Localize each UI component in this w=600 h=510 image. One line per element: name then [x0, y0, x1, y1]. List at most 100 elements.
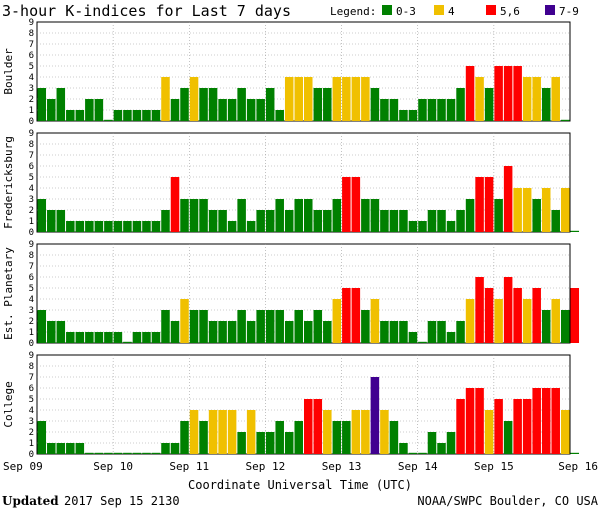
bar — [56, 443, 66, 454]
bar — [85, 221, 94, 232]
y-tick-label: 5 — [29, 62, 34, 72]
bar — [389, 210, 399, 232]
y-tick-label: 9 — [29, 240, 34, 250]
bar — [123, 452, 132, 454]
y-tick-label: 9 — [29, 129, 34, 139]
bar — [494, 66, 503, 121]
bar — [532, 288, 541, 343]
bar — [484, 288, 494, 343]
bar — [456, 88, 465, 121]
bar — [246, 321, 256, 343]
bar — [532, 388, 541, 454]
panel-label: College — [2, 381, 15, 427]
updated-value: 2017 Sep 15 2130 — [64, 494, 180, 508]
bar — [551, 388, 560, 454]
bar — [475, 77, 484, 121]
bar — [47, 99, 56, 121]
bar — [313, 399, 323, 454]
bar — [408, 221, 418, 232]
bar — [389, 321, 399, 343]
bar — [284, 321, 294, 343]
bar — [180, 421, 189, 454]
bar — [256, 210, 265, 232]
credit-text: NOAA/SWPC Boulder, CO USA — [417, 494, 598, 508]
bar — [522, 299, 532, 343]
bar — [418, 221, 427, 232]
bar — [399, 210, 408, 232]
bar — [256, 99, 265, 121]
y-tick-label: 8 — [29, 140, 34, 150]
bar — [503, 66, 513, 121]
bar — [465, 299, 475, 343]
bar — [113, 332, 123, 343]
legend-swatch-4 — [545, 5, 555, 15]
bar — [332, 299, 342, 343]
bar — [208, 410, 218, 454]
y-tick-label: 6 — [29, 384, 34, 394]
bar — [446, 332, 456, 343]
bar — [408, 110, 418, 121]
bar — [180, 199, 189, 232]
bar — [541, 88, 551, 121]
bar — [56, 321, 66, 343]
bar — [56, 210, 66, 232]
bar — [551, 299, 560, 343]
x-tick-label: Sep 10 — [93, 460, 133, 473]
bar — [66, 443, 75, 454]
bar — [446, 99, 456, 121]
bar — [437, 443, 446, 454]
bar — [313, 88, 323, 121]
bar — [370, 377, 380, 454]
legend-label-2: 4 — [448, 5, 455, 18]
bar — [380, 410, 389, 454]
bar — [503, 421, 513, 454]
bar — [332, 421, 342, 454]
bar — [132, 332, 142, 343]
y-tick-label: 4 — [29, 184, 34, 194]
y-tick-label: 0 — [29, 228, 34, 238]
bar — [332, 199, 342, 232]
bar — [142, 110, 151, 121]
bar — [380, 321, 389, 343]
y-tick-label: 3 — [29, 417, 34, 427]
y-tick-label: 9 — [29, 351, 34, 361]
bar — [85, 332, 94, 343]
bar — [465, 66, 475, 121]
updated-label: Updated — [2, 494, 59, 508]
bar — [294, 421, 303, 454]
bar — [323, 410, 332, 454]
bar — [113, 452, 123, 454]
bar — [342, 288, 351, 343]
bar — [237, 432, 246, 454]
y-tick-label: 3 — [29, 84, 34, 94]
y-tick-label: 8 — [29, 29, 34, 39]
legend-label-3: 5,6 — [500, 5, 520, 18]
bar — [265, 88, 275, 121]
bar — [418, 452, 427, 454]
legend-title: Legend: — [330, 5, 376, 18]
bar — [94, 221, 104, 232]
bar — [85, 452, 94, 454]
bar — [94, 332, 104, 343]
bar — [532, 199, 541, 232]
bar — [142, 221, 151, 232]
bar — [370, 88, 380, 121]
bar — [151, 110, 161, 121]
bar — [104, 452, 113, 454]
panel-label: Fredericksburg — [2, 136, 15, 229]
bar — [227, 321, 237, 343]
bar — [37, 199, 47, 232]
bar — [456, 210, 465, 232]
bar — [484, 410, 494, 454]
y-tick-label: 2 — [29, 206, 34, 216]
bar — [427, 432, 437, 454]
bar — [66, 110, 75, 121]
bar — [304, 199, 313, 232]
bar — [408, 332, 418, 343]
legend: Legend: 0-3 4 5,6 7-9 — [330, 5, 579, 18]
bar — [85, 99, 94, 121]
y-tick-label: 6 — [29, 162, 34, 172]
bar — [189, 410, 199, 454]
x-tick-label: Sep 09 — [3, 460, 43, 473]
